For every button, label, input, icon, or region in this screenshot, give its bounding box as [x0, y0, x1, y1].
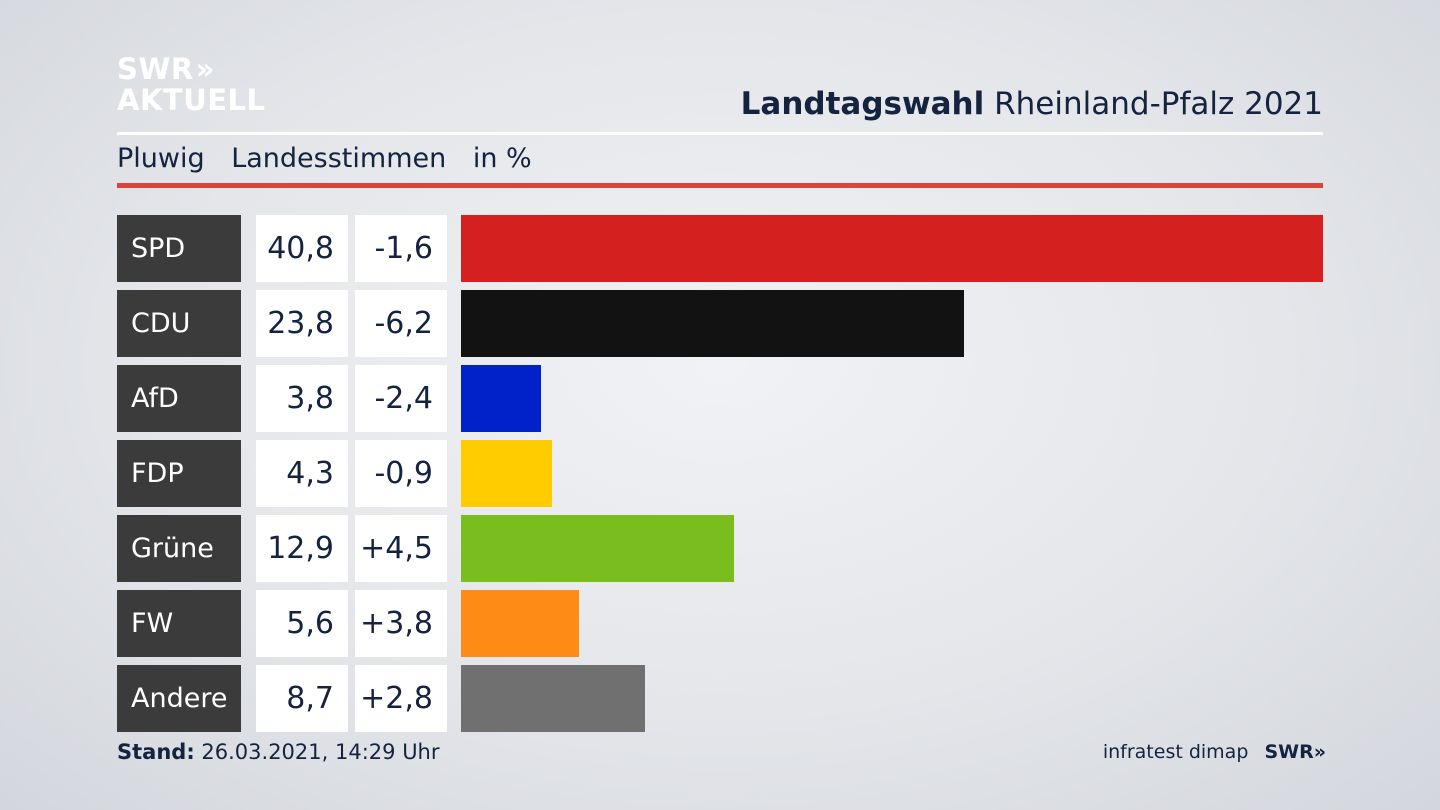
change-label: +4,5 [355, 515, 447, 582]
subheader-source: Pluwig [117, 143, 205, 174]
bar-fw [461, 590, 580, 657]
stand-value: 26.03.2021, 14:29 Uhr [201, 740, 440, 764]
logo-swr-text: SWR [117, 52, 194, 86]
chart-row: FW 5,6 +3,8 [117, 590, 1323, 657]
value-label: 5,6 [256, 590, 348, 657]
header-divider [117, 132, 1323, 135]
swr-brand: SWR» [1264, 741, 1326, 763]
swr-brand-text: SWR [1264, 741, 1314, 763]
party-label: FDP [117, 440, 241, 507]
bar-grüne [461, 515, 734, 582]
party-label: FW [117, 590, 241, 657]
subheader-unit: in % [472, 143, 532, 174]
party-label: SPD [117, 215, 241, 282]
credit-text: infratest dimap [1102, 741, 1249, 763]
party-label: Grüne [117, 515, 241, 582]
chart-row: Andere 8,7 +2,8 [117, 665, 1323, 732]
stand-label: Stand: [117, 740, 195, 764]
bar-cdu [461, 290, 964, 357]
change-label: +2,8 [355, 665, 447, 732]
chart-row: FDP 4,3 -0,9 [117, 440, 1323, 507]
value-label: 12,9 [256, 515, 348, 582]
chart-subheader: Pluwig Landesstimmen in % [117, 143, 550, 174]
party-label: Andere [117, 665, 241, 732]
change-label: -2,4 [355, 365, 447, 432]
title-bold: Landtagswahl [740, 86, 985, 122]
chart-row: CDU 23,8 -6,2 [117, 290, 1323, 357]
change-label: +3,8 [355, 590, 447, 657]
timestamp: Stand: 26.03.2021, 14:29 Uhr [117, 740, 440, 764]
value-label: 3,8 [256, 365, 348, 432]
logo-aktuell-text: AKTUELL [117, 83, 266, 117]
value-label: 23,8 [256, 290, 348, 357]
subheader-measure: Landesstimmen [231, 143, 447, 174]
change-label: -6,2 [355, 290, 447, 357]
chart-row: SPD 40,8 -1,6 [117, 215, 1323, 282]
bar-spd [461, 215, 1323, 282]
change-label: -1,6 [355, 215, 447, 282]
chart-row: AfD 3,8 -2,4 [117, 365, 1323, 432]
value-label: 8,7 [256, 665, 348, 732]
bar-fdp [461, 440, 552, 507]
page-title: Landtagswahl Rheinland-Pfalz 2021 [741, 86, 1323, 122]
bar-afd [461, 365, 542, 432]
value-label: 40,8 [256, 215, 348, 282]
swr-aktuell-logo: SWR» AKTUELL [117, 54, 266, 116]
swr-chevron-icon: » [1313, 741, 1326, 763]
value-label: 4,3 [256, 440, 348, 507]
source-credit: infratest dimap SWR» [1102, 741, 1326, 763]
bar-andere [461, 665, 645, 732]
party-label: CDU [117, 290, 241, 357]
title-rest: Rheinland-Pfalz 2021 [994, 86, 1323, 122]
accent-divider [117, 183, 1323, 188]
party-label: AfD [117, 365, 241, 432]
chart-row: Grüne 12,9 +4,5 [117, 515, 1323, 582]
change-label: -0,9 [355, 440, 447, 507]
logo-chevron-icon: » [195, 52, 215, 86]
